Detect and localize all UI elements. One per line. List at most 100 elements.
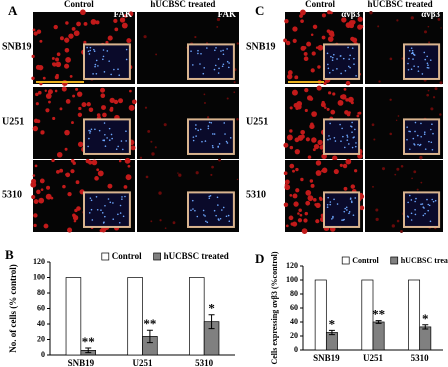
nucleus	[346, 139, 349, 141]
nucleus	[88, 137, 90, 140]
nucleus	[98, 129, 101, 132]
cell	[389, 98, 392, 101]
cell	[150, 140, 153, 143]
nucleus	[199, 63, 201, 65]
cell	[317, 65, 321, 69]
legend-label: Control	[352, 256, 379, 265]
cell	[321, 13, 326, 18]
cell	[67, 227, 73, 233]
nucleus	[212, 146, 214, 149]
nucleus	[192, 139, 195, 142]
cell	[139, 156, 143, 159]
cell	[178, 173, 182, 177]
nucleus	[119, 212, 122, 214]
cell	[46, 185, 51, 190]
nucleus	[414, 213, 417, 216]
nucleus	[218, 219, 220, 221]
y-tick-label: 40	[37, 319, 45, 328]
nucleus	[426, 198, 428, 201]
cell	[155, 53, 158, 56]
nucleus	[95, 59, 98, 62]
significance: **	[143, 316, 156, 331]
cell	[289, 145, 294, 150]
cell	[333, 168, 339, 175]
cell	[31, 76, 35, 81]
nucleus	[190, 209, 192, 212]
nucleus	[125, 48, 128, 51]
nucleus	[431, 123, 433, 126]
cell	[56, 151, 63, 158]
cell	[295, 188, 300, 193]
nucleus	[102, 139, 104, 142]
column-header: Control	[305, 0, 335, 9]
cell	[71, 26, 76, 31]
nucleus	[125, 140, 127, 142]
nucleus	[224, 133, 226, 135]
cell	[102, 112, 107, 118]
nucleus	[108, 60, 110, 62]
nucleus	[347, 46, 349, 49]
nucleus	[413, 144, 416, 146]
cell	[216, 17, 221, 22]
nucleus	[191, 199, 194, 202]
nucleus	[350, 200, 353, 202]
nucleus	[124, 195, 126, 198]
cell	[283, 142, 289, 148]
nucleus	[95, 196, 98, 198]
cell	[434, 87, 438, 91]
cell	[56, 170, 60, 174]
nucleus	[88, 212, 91, 214]
cell	[401, 57, 404, 60]
cell	[45, 108, 50, 113]
cell	[85, 158, 90, 164]
nucleus	[423, 51, 426, 54]
cell	[327, 36, 334, 42]
cell	[39, 39, 43, 43]
cell	[313, 143, 320, 150]
nucleus	[336, 68, 338, 70]
cell	[314, 203, 318, 207]
cell	[369, 11, 373, 15]
cell	[310, 33, 314, 37]
cell	[33, 31, 38, 36]
nucleus	[221, 65, 224, 68]
cell	[432, 96, 436, 99]
cell	[40, 130, 45, 135]
nucleus	[94, 65, 96, 68]
cell	[195, 171, 199, 175]
nucleus	[340, 72, 342, 75]
nucleus	[409, 148, 411, 151]
cell	[320, 102, 326, 108]
nucleus	[227, 214, 230, 217]
cell	[59, 107, 63, 111]
nucleus	[427, 64, 429, 66]
nucleus	[344, 70, 347, 72]
nucleus	[423, 131, 426, 134]
bar	[361, 279, 374, 351]
nucleus	[102, 49, 105, 51]
cell	[357, 24, 363, 30]
cell	[297, 218, 303, 223]
cell	[299, 213, 303, 217]
cell	[315, 219, 320, 224]
cell	[90, 19, 97, 25]
nucleus	[90, 199, 93, 202]
cell	[300, 177, 304, 182]
nucleus	[417, 70, 420, 72]
nucleus	[429, 220, 432, 223]
cell	[53, 24, 58, 30]
y-tick-label: 20	[290, 331, 298, 340]
nucleus	[217, 72, 220, 74]
nucleus	[210, 121, 213, 124]
nucleus	[109, 201, 112, 204]
cell	[163, 123, 167, 127]
nucleus	[218, 67, 220, 70]
cell	[324, 106, 327, 109]
cell	[339, 163, 343, 167]
cell	[326, 107, 330, 111]
nucleus	[348, 212, 350, 215]
nucleus	[353, 63, 355, 66]
nucleus	[125, 58, 128, 61]
nucleus	[354, 197, 357, 199]
nucleus	[327, 196, 329, 199]
